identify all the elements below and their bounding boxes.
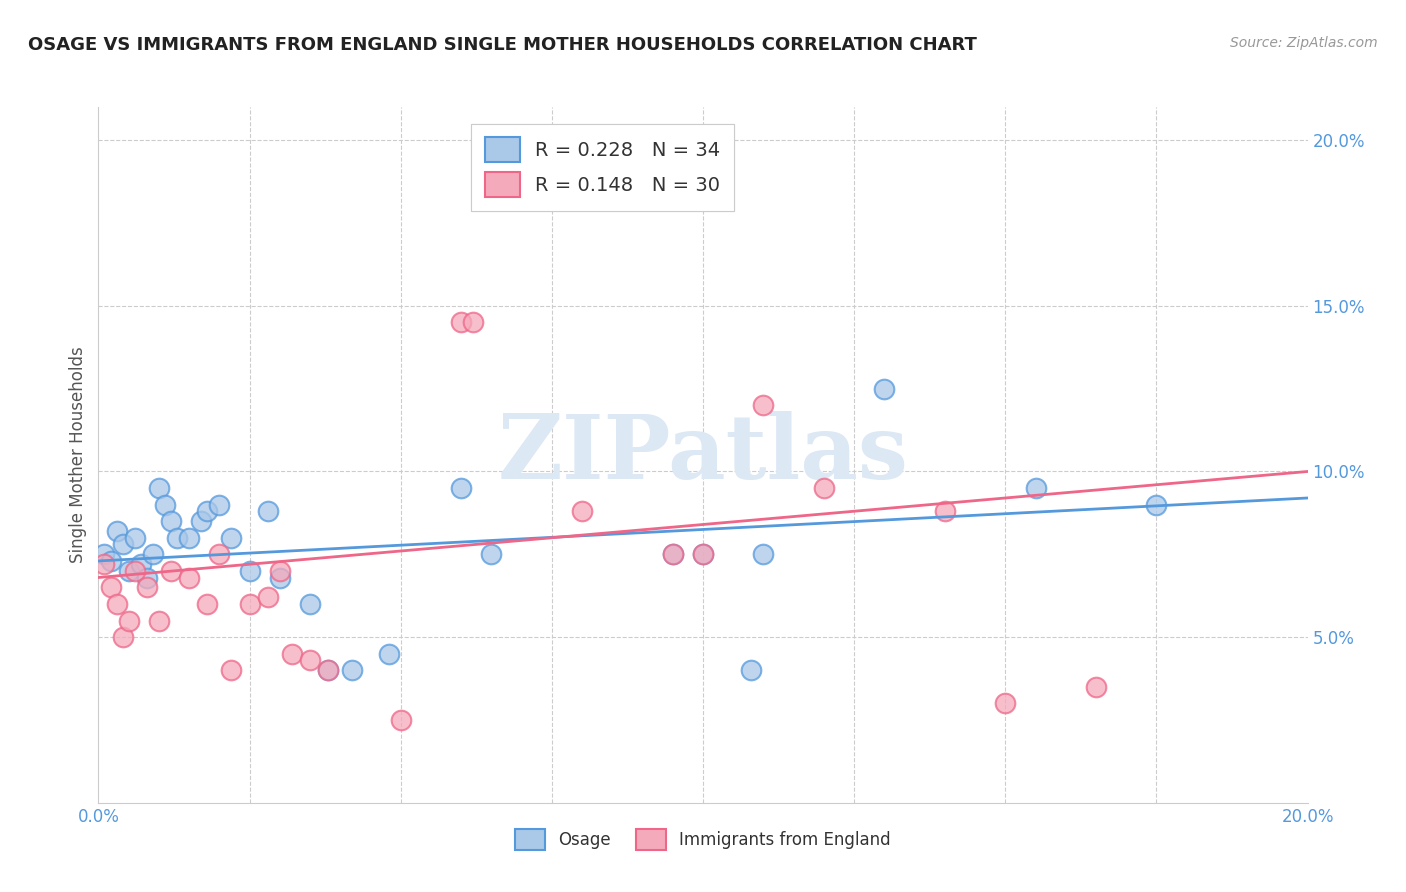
Point xyxy=(135,570,157,584)
Point xyxy=(740,663,762,677)
Point xyxy=(450,481,472,495)
Text: ZIPatlas: ZIPatlas xyxy=(498,411,908,499)
Point xyxy=(179,570,201,584)
Point xyxy=(463,315,485,329)
Point xyxy=(299,653,322,667)
Point xyxy=(256,591,278,605)
Text: OSAGE VS IMMIGRANTS FROM ENGLAND SINGLE MOTHER HOUSEHOLDS CORRELATION CHART: OSAGE VS IMMIGRANTS FROM ENGLAND SINGLE … xyxy=(28,36,977,54)
Point xyxy=(1144,498,1167,512)
Point xyxy=(1085,680,1108,694)
Point xyxy=(195,504,218,518)
Point xyxy=(105,524,128,538)
Point xyxy=(208,547,231,561)
Point xyxy=(342,663,364,677)
Point xyxy=(1024,481,1046,495)
Point xyxy=(129,558,152,572)
Point xyxy=(195,597,218,611)
Point xyxy=(256,504,278,518)
Point xyxy=(190,514,212,528)
Point xyxy=(692,547,714,561)
Point xyxy=(100,554,122,568)
Point xyxy=(160,564,183,578)
Point xyxy=(481,547,503,561)
Point xyxy=(316,663,339,677)
Point xyxy=(692,547,714,561)
Point xyxy=(269,570,291,584)
Point xyxy=(179,531,201,545)
Point xyxy=(118,564,141,578)
Point xyxy=(153,498,176,512)
Point xyxy=(111,537,134,551)
Point xyxy=(813,481,835,495)
Point xyxy=(389,713,412,727)
Point xyxy=(661,547,683,561)
Point xyxy=(269,564,291,578)
Point xyxy=(316,663,339,677)
Point xyxy=(166,531,188,545)
Point xyxy=(752,398,775,412)
Legend: Osage, Immigrants from England: Osage, Immigrants from England xyxy=(509,822,897,857)
Point xyxy=(93,558,115,572)
Point xyxy=(100,581,122,595)
Point xyxy=(124,564,146,578)
Point xyxy=(299,597,322,611)
Point xyxy=(142,547,165,561)
Point xyxy=(994,697,1017,711)
Point xyxy=(221,531,243,545)
Point xyxy=(148,614,170,628)
Point xyxy=(111,630,134,644)
Point xyxy=(118,614,141,628)
Point xyxy=(124,531,146,545)
Point xyxy=(93,547,115,561)
Point xyxy=(239,564,262,578)
Point xyxy=(239,597,262,611)
Point xyxy=(571,504,593,518)
Point xyxy=(208,498,231,512)
Point xyxy=(281,647,304,661)
Point xyxy=(377,647,399,661)
Text: Source: ZipAtlas.com: Source: ZipAtlas.com xyxy=(1230,36,1378,50)
Point xyxy=(661,547,683,561)
Y-axis label: Single Mother Households: Single Mother Households xyxy=(69,347,87,563)
Point xyxy=(160,514,183,528)
Point xyxy=(221,663,243,677)
Point xyxy=(135,581,157,595)
Point xyxy=(450,315,472,329)
Point xyxy=(873,382,896,396)
Point xyxy=(105,597,128,611)
Point xyxy=(934,504,956,518)
Point xyxy=(148,481,170,495)
Point xyxy=(752,547,775,561)
